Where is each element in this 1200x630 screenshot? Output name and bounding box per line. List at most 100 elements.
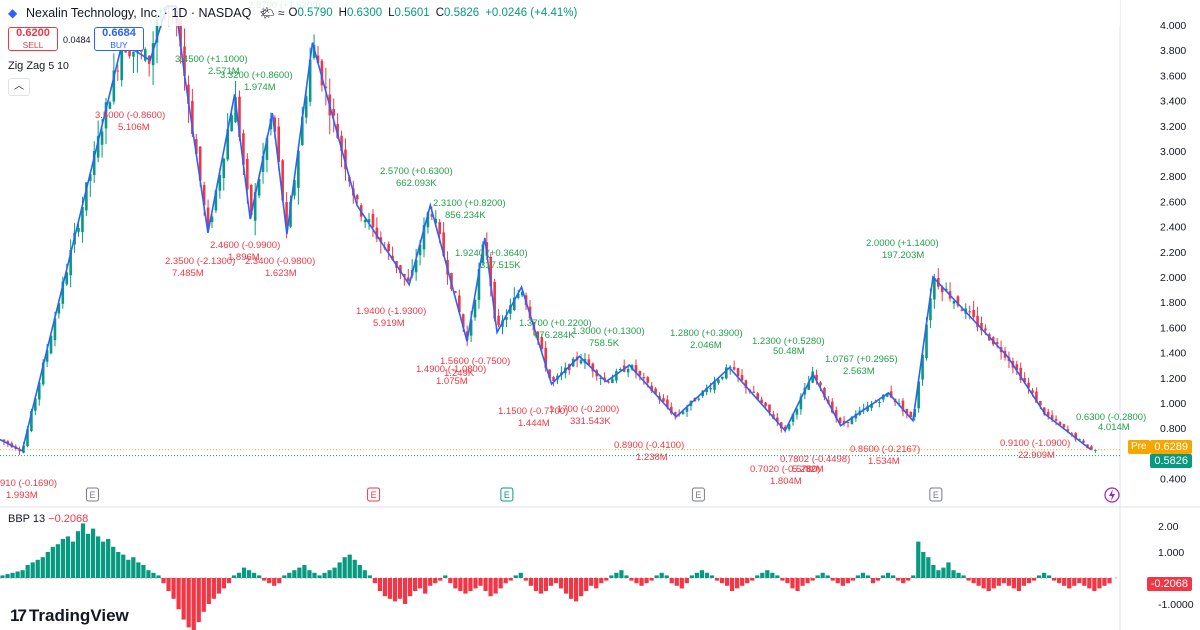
zigzag-annotation: 0.7020 (-0.5780) [750,464,820,475]
candle-body [324,86,328,89]
earnings-marker[interactable] [691,487,705,502]
bbp-bar [810,578,815,581]
bbp-bar [498,578,503,589]
bbp-bar [543,578,549,591]
tradingview-logo[interactable]: 17 TradingView [10,606,129,626]
zigzag-annotation: 1.238M [636,452,668,463]
candle-body [304,96,308,118]
buy-price: 0.6684 [102,27,136,39]
zigzag-annotation: 2.0000 (+1.1400) [866,238,939,249]
bbp-legend[interactable]: BBP 13 −0.2068 [8,513,88,525]
candle-body [921,354,924,380]
bbp-bar [639,578,644,586]
bbp-bar [780,578,785,581]
candle-body [261,155,265,172]
candle-body [846,421,850,423]
zigzag-annotation: 1.2300 (+0.5280) [752,336,825,347]
bbp-bar [0,575,5,578]
bbp-bar [257,575,262,578]
bbp-bar [90,528,96,578]
zigzag-annotation: 317.515K [480,260,521,271]
candle-body [1035,391,1038,403]
lightning-icon [1109,489,1115,501]
candle-body [838,417,842,424]
earnings-marker[interactable] [367,487,381,502]
candle-body [194,139,198,154]
bbp-bar [523,578,528,581]
candle-body [980,322,983,331]
candle-body [1019,367,1023,381]
bbp-bar [186,578,191,628]
candle-body [842,420,846,424]
bbp-bar [614,572,619,578]
earnings-marker[interactable] [500,487,514,502]
bbp-bar [15,571,20,578]
bbp-bar [357,565,362,578]
candle-body [552,377,555,382]
tradingview-logo-icon: 17 [10,606,27,625]
bbp-bar [860,572,866,578]
candle-body [968,311,971,313]
zigzag-annotation: 331.543K [570,416,611,427]
bbp-bar [996,578,1001,586]
buy-button[interactable]: 0.6684 BUY [94,27,144,51]
candle-body [81,206,84,233]
bbp-bar [815,575,820,578]
zigzag-annotation: 662.093K [396,178,437,189]
candle-body [179,20,182,47]
bbp-bar [488,578,493,597]
candle-body [277,126,281,162]
bbp-bar [956,572,961,578]
bbp-bar [362,570,367,578]
price-axis-tick-label: 1.200 [1160,373,1186,385]
chevron-up-icon[interactable]: ︿ [8,78,30,96]
zigzag-annotation: 0.9100 (-1.0900) [1000,438,1070,449]
market-status-icon[interactable]: 🌤 ≈ [259,6,285,20]
candle-body [18,450,21,452]
bbp-bar [785,578,790,584]
bbp-bar [528,578,533,586]
bbp-bar [171,578,176,599]
bbp-bar [131,557,136,578]
candle-body [222,158,226,178]
bbp-bar [387,578,393,599]
candle-body [391,255,394,260]
zigzag-annotation: 0.7802 (-0.4498) [780,454,850,465]
candle-body [960,309,964,311]
candle-body [191,101,194,135]
bbp-bar [553,578,559,584]
candle-body [940,286,944,293]
candle-body [187,84,190,104]
bbp-bar [599,578,604,584]
bbp-bar [896,578,901,581]
bbp-bar [921,552,926,578]
earnings-marker[interactable] [85,487,99,502]
zigzag-annotation: 1.444M [518,418,550,429]
candle-body [442,232,445,256]
price-axis-tick-label: 2.000 [1160,272,1186,284]
bbp-bar [438,578,443,581]
bbp-bar [418,578,423,589]
high-value: 0.6300 [346,7,383,19]
candle-body [681,411,685,414]
zigzag-annotation: 1.623M [265,268,297,279]
bbp-bar [689,575,694,578]
sell-button[interactable]: 0.6200 SELL [8,27,58,51]
bbp-bar [579,578,584,597]
zigzag-annotation: 1.3700 (+0.2200) [519,318,592,329]
bbp-bar [282,575,287,578]
bbp-bar [679,578,684,589]
zigzag-legend[interactable]: Zig Zag 5 10 [8,60,69,72]
zigzag-annotation: 1.804M [770,476,802,487]
symbol-title[interactable]: Nexalin Technology, Inc. · 1D · NASDAQ [26,6,252,20]
candle-body [956,296,960,306]
candle-body [458,295,461,313]
candle-body [112,70,116,102]
candle-body [238,96,241,138]
price-axis-tick-label: 3.600 [1160,70,1186,82]
candle-body [367,219,371,223]
bbp-bar [951,570,956,578]
earnings-marker[interactable] [929,487,943,502]
bbp-bar [594,578,599,589]
